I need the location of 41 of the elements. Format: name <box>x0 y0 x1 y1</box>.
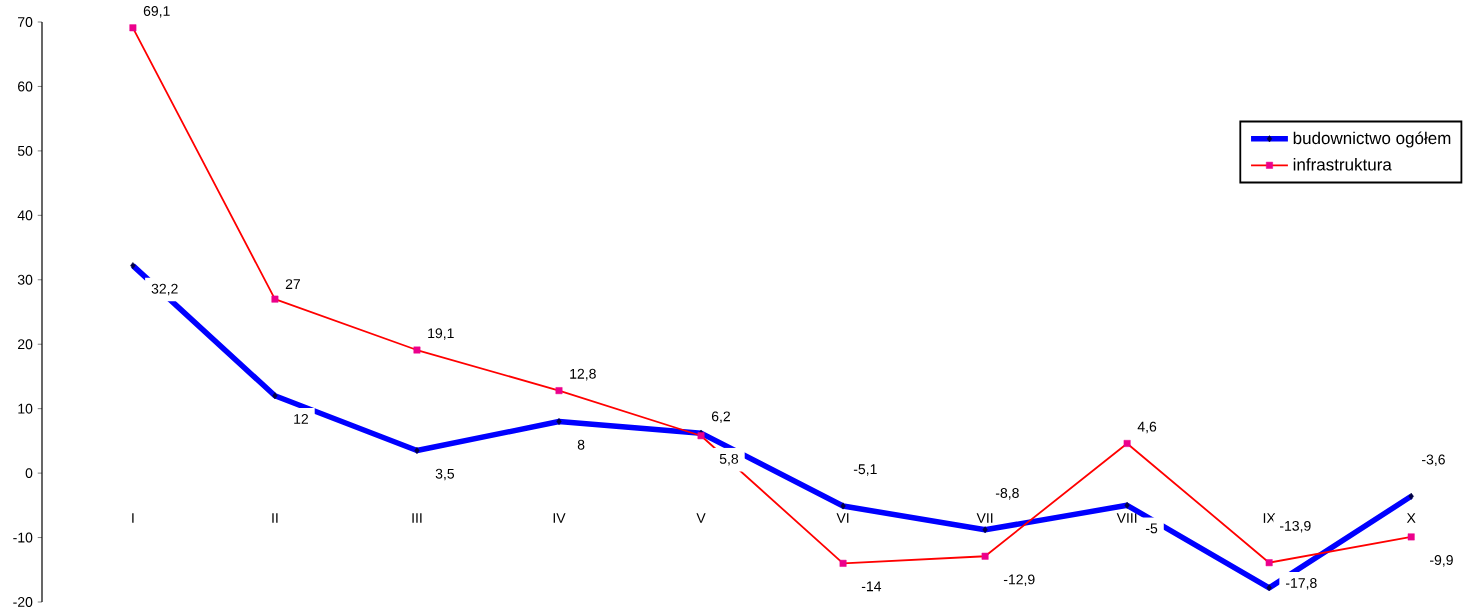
x-tick-label: V <box>696 513 706 523</box>
data-label: 4,6 <box>1137 421 1157 434</box>
data-label: 5,8 <box>719 453 739 466</box>
legend-label: infrastruktura <box>1293 158 1392 171</box>
data-label: 12 <box>294 413 308 424</box>
x-tick-label: X <box>1406 513 1416 523</box>
x-tick-label: III <box>412 513 422 523</box>
x-tick-label: IV <box>553 513 566 523</box>
data-label: 6,2 <box>711 411 730 423</box>
y-tick-label: 50 <box>17 145 33 156</box>
x-tick-label: I <box>132 513 134 523</box>
data-label: 19,1 <box>428 328 454 340</box>
data-label: -5,1 <box>853 464 877 476</box>
x-tick-label: II <box>272 513 278 523</box>
y-tick-label: 70 <box>18 17 33 27</box>
data-label: -12,9 <box>1003 574 1035 587</box>
x-tick-label: VIII <box>1116 513 1137 523</box>
legend-label: budownictwo ogółem <box>1293 131 1451 148</box>
x-tick-label: VI <box>836 513 849 523</box>
data-label: -14 <box>861 581 882 592</box>
data-label: 3,5 <box>435 468 455 481</box>
data-label: -13,9 <box>1279 520 1311 533</box>
y-tick-label: 20 <box>18 339 33 350</box>
y-tick-label: -20 <box>13 597 33 607</box>
data-label: 32,2 <box>151 283 178 296</box>
x-tick-label: VII <box>976 513 993 523</box>
data-label: -17,8 <box>1285 578 1317 590</box>
y-tick-label: 40 <box>17 210 33 221</box>
data-label: -8,8 <box>995 488 1019 500</box>
y-tick-label: 30 <box>17 274 33 285</box>
y-tick-label: 10 <box>18 403 33 414</box>
y-tick-label: 0 <box>25 468 33 479</box>
data-label: -3,6 <box>1422 454 1445 467</box>
data-label: 69,1 <box>143 6 170 18</box>
y-tick-label: 60 <box>18 81 33 92</box>
data-label: 27 <box>285 279 300 289</box>
y-tick-label: -10 <box>13 532 33 543</box>
data-label: 8 <box>577 439 585 450</box>
data-label: -5 <box>1145 523 1158 534</box>
data-label: -9,9 <box>1430 555 1453 567</box>
data-label: 12,8 <box>570 368 596 381</box>
